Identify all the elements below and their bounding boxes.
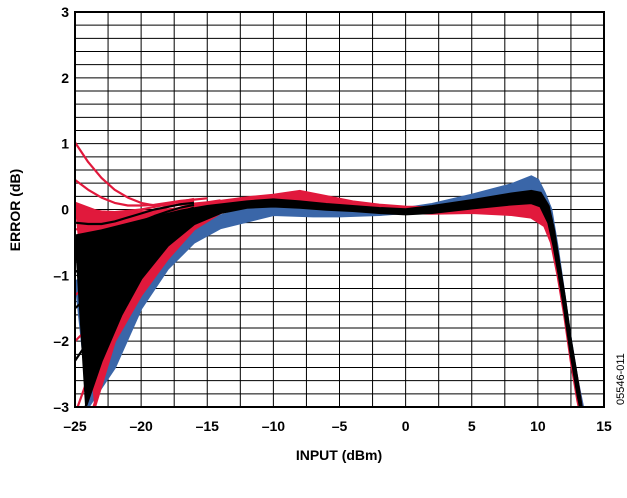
y-tick-label: 0	[61, 202, 69, 218]
series-band-edge-top-2	[75, 189, 583, 407]
y-tick-labels: –3 –2 –1 0 1 2 3	[53, 4, 69, 415]
series-layer	[75, 141, 585, 407]
x-tick-label: –10	[262, 418, 286, 434]
x-tick-label: –5	[332, 418, 348, 434]
y-tick-label: 1	[61, 136, 69, 152]
series-line-1-2	[75, 197, 195, 214]
x-tick-label: 0	[402, 418, 410, 434]
x-tick-label: 15	[596, 418, 612, 434]
plot-frame	[74, 11, 605, 408]
figure-id: 05546-011	[615, 353, 627, 405]
y-axis-title: ERROR (dB)	[7, 169, 23, 251]
series-line-2-4	[75, 212, 195, 362]
y-tick-label: –3	[53, 399, 69, 415]
x-axis-title: INPUT (dBm)	[296, 447, 382, 463]
x-tick-labels: –25 –20 –15 –10 –5 0 5 10 15	[63, 418, 612, 434]
x-tick-label: –25	[63, 418, 87, 434]
y-tick-label: 3	[61, 4, 69, 20]
y-tick-label: –2	[53, 333, 69, 349]
y-tick-label: 2	[61, 70, 69, 86]
series-line-2-1	[75, 203, 195, 247]
series-line-2-3	[75, 209, 195, 310]
x-tick-label: 10	[530, 418, 546, 434]
series-line-2-2	[75, 206, 195, 273]
x-tick-label: –20	[129, 418, 153, 434]
y-tick-label: –1	[53, 267, 69, 283]
x-tick-label: –15	[196, 418, 220, 434]
series-line-2-0	[75, 201, 195, 226]
series-band-edge-bottom-2	[84, 201, 582, 407]
x-tick-label: 5	[468, 418, 476, 434]
